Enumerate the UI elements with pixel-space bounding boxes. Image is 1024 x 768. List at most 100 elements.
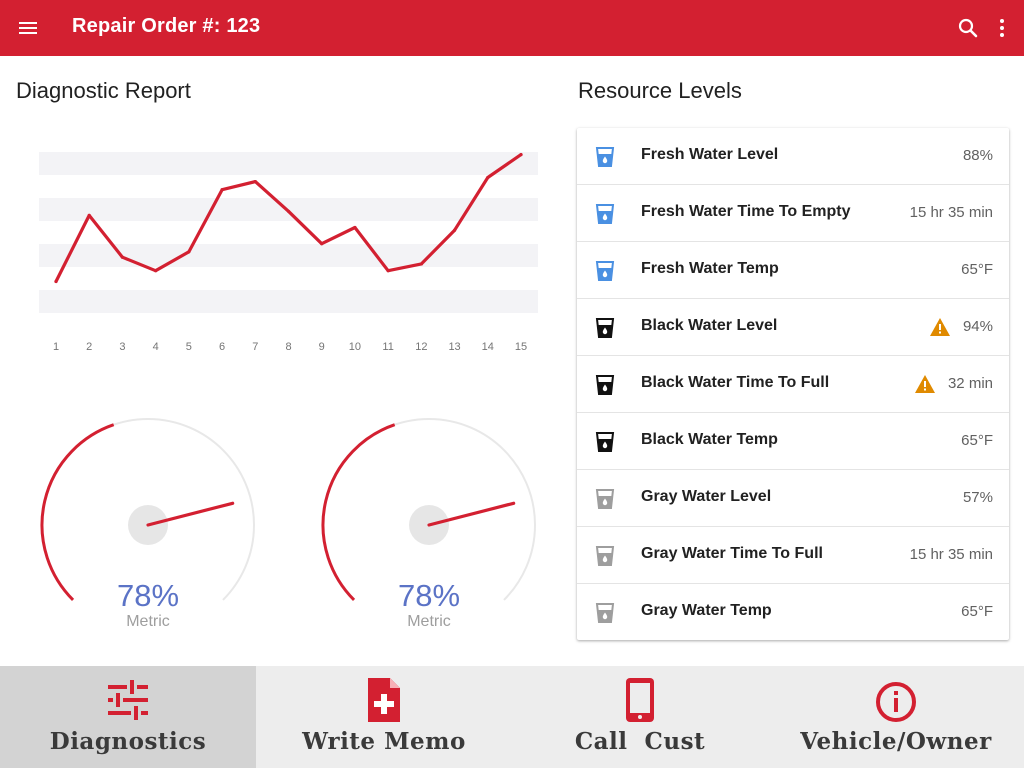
- resource-row[interactable]: Black Water Temp 65°F: [577, 413, 1009, 470]
- grid-band: [39, 152, 538, 175]
- gauge-value: 78%: [116, 578, 180, 613]
- nav-label: Vehicle/Owner: [800, 728, 992, 755]
- data-point: [187, 250, 191, 254]
- resource-label: Black Water Level: [641, 317, 778, 334]
- resource-row[interactable]: Black Water Time To Full 32 min: [577, 356, 1009, 413]
- gauge-label: Metric: [407, 613, 451, 630]
- gauge-dial: [40, 418, 255, 602]
- fresh-water-icon: [595, 204, 615, 224]
- nav-vehicle-owner-button[interactable]: Vehicle/Owner: [768, 666, 1024, 768]
- grid-band: [39, 244, 538, 267]
- resource-levels-title: Resource Levels: [578, 78, 742, 103]
- resource-value: 65°F: [961, 432, 993, 449]
- x-tick-label: 1: [53, 341, 59, 353]
- diagnostic-report-title: Diagnostic Report: [16, 78, 191, 103]
- gauge-value: 78%: [397, 578, 461, 613]
- nav-call-cust-button[interactable]: Call Cust: [512, 666, 768, 768]
- gauge-progress: [40, 423, 115, 602]
- x-tick-label: 9: [319, 341, 325, 353]
- nav-write-memo-button[interactable]: Write Memo: [256, 666, 512, 768]
- x-tick-label: 12: [415, 341, 427, 353]
- info-icon: [876, 682, 916, 722]
- resource-row[interactable]: Gray Water Time To Full 15 hr 35 min: [577, 527, 1009, 584]
- app-bar: Repair Order #: 123: [0, 0, 1024, 56]
- data-point: [253, 180, 257, 184]
- nav-label: Call Cust: [574, 728, 706, 755]
- data-point: [452, 228, 457, 232]
- data-point: [519, 153, 523, 157]
- phone-icon: [626, 678, 654, 722]
- x-tick-label: 7: [252, 341, 258, 353]
- diagnostic-line-chart: 1 2 3 4 5 6 7 8 9 10 11 12 13 14 15: [39, 152, 538, 353]
- x-tick-label: 15: [515, 341, 527, 353]
- page-title: Repair Order #: 123: [72, 15, 261, 37]
- resource-value: 32 min: [947, 375, 993, 392]
- data-point: [154, 269, 158, 273]
- resource-label: Black Water Time To Full: [641, 374, 830, 391]
- nav-label: Write Memo: [302, 728, 466, 755]
- resource-label: Black Water Temp: [641, 431, 778, 448]
- resource-row[interactable]: Black Water Level 94%: [577, 299, 1009, 356]
- black-water-icon: [595, 318, 615, 338]
- x-tick-label: 10: [349, 341, 361, 353]
- resource-value: 94%: [962, 318, 993, 335]
- x-tick-label: 4: [153, 341, 159, 353]
- x-tick-label: 5: [186, 341, 192, 353]
- search-icon[interactable]: [956, 16, 980, 40]
- x-tick-label: 14: [482, 341, 494, 353]
- resource-row[interactable]: Gray Water Temp 65°F: [577, 584, 1009, 641]
- resource-label: Fresh Water Time To Empty: [641, 203, 851, 220]
- x-tick-label: 3: [119, 341, 125, 353]
- data-point: [286, 209, 291, 213]
- tune-icon: [108, 680, 148, 720]
- resource-label: Fresh Water Level: [641, 146, 779, 163]
- x-tick-label: 6: [219, 341, 225, 353]
- gauge: 78% Metric: [40, 408, 290, 648]
- gray-water-icon: [595, 489, 615, 509]
- nav-label: Diagnostics: [49, 728, 207, 755]
- menu-icon[interactable]: [16, 16, 40, 40]
- grid-band: [39, 290, 538, 313]
- gauge-dial: [321, 418, 536, 602]
- resource-label: Gray Water Time To Full: [641, 545, 823, 562]
- data-point: [120, 255, 125, 259]
- resource-label: Gray Water Temp: [641, 602, 772, 619]
- more-vert-icon[interactable]: [990, 16, 1014, 40]
- nav-diagnostics-button[interactable]: Diagnostics: [0, 666, 256, 768]
- gauge: 78% Metric: [321, 408, 571, 648]
- x-tick-label: 8: [285, 341, 291, 353]
- resource-value: 15 hr 35 min: [909, 546, 993, 563]
- x-tick-label: 2: [86, 341, 92, 353]
- gauge-progress: [321, 423, 396, 602]
- resource-value: 65°F: [961, 261, 993, 278]
- bottom-nav: Diagnostics Write Memo Call Cust Vehicle…: [0, 666, 1024, 768]
- black-water-icon: [595, 432, 615, 452]
- resource-levels-list: Fresh Water Level 88% Fresh Water Time T…: [577, 128, 1009, 640]
- resource-value: 88%: [962, 147, 993, 164]
- gray-water-icon: [595, 546, 615, 566]
- data-point: [320, 242, 324, 246]
- data-point: [386, 269, 390, 273]
- resource-row[interactable]: Fresh Water Time To Empty 15 hr 35 min: [577, 185, 1009, 242]
- black-water-icon: [595, 375, 615, 395]
- resource-label: Fresh Water Temp: [641, 260, 779, 277]
- data-point: [486, 175, 490, 180]
- fresh-water-icon: [595, 261, 615, 281]
- resource-row[interactable]: Fresh Water Level 88%: [577, 128, 1009, 185]
- resource-row[interactable]: Fresh Water Temp 65°F: [577, 242, 1009, 299]
- resource-value: 57%: [962, 489, 993, 506]
- warning-icon: [929, 318, 950, 336]
- x-tick-label: 11: [382, 341, 393, 353]
- x-tick-label: 13: [448, 341, 460, 353]
- resource-value: 15 hr 35 min: [909, 204, 993, 221]
- data-point: [220, 188, 224, 192]
- data-point: [419, 262, 423, 266]
- note-add-icon: [368, 678, 400, 722]
- warning-icon: [914, 375, 935, 393]
- resource-label: Gray Water Level: [641, 488, 772, 505]
- gauge-needle: [427, 501, 516, 527]
- data-point: [353, 225, 357, 230]
- data-point: [54, 279, 58, 284]
- resource-row[interactable]: Gray Water Level 57%: [577, 470, 1009, 527]
- data-point: [87, 213, 91, 217]
